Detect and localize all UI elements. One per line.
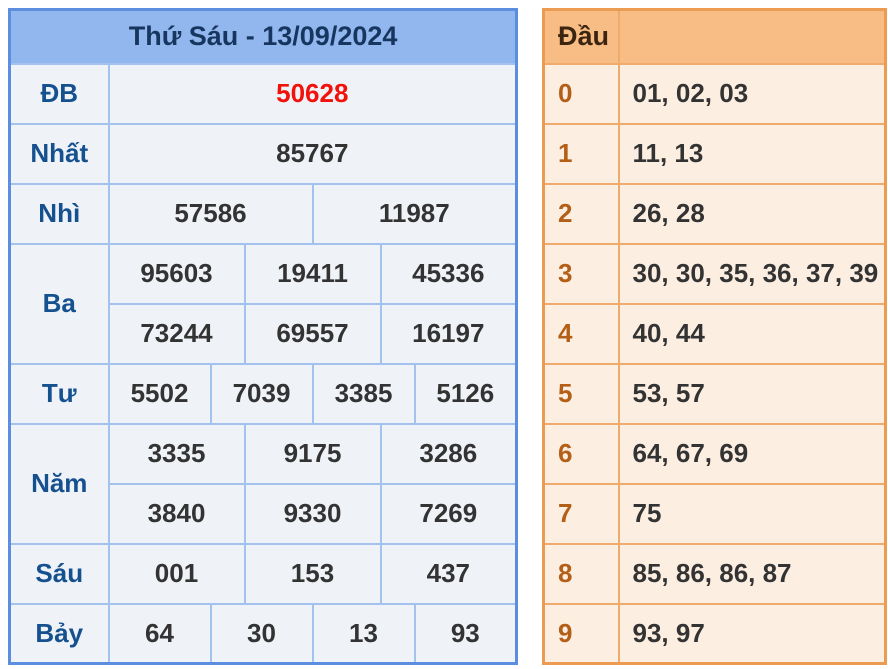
dau-numbers-1: 11, 13 bbox=[617, 122, 887, 185]
prize-value-ba-2: 19411 bbox=[243, 242, 382, 305]
dau-digit-4: 4 bbox=[542, 302, 620, 365]
dau-digit-5: 5 bbox=[542, 362, 620, 425]
prize-label-db: ĐB bbox=[8, 62, 110, 125]
prize-value-tu-3: 3385 bbox=[311, 362, 416, 425]
dau-digit-2: 2 bbox=[542, 182, 620, 245]
dau-numbers-9: 93, 97 bbox=[617, 602, 887, 665]
prize-label-nhat: Nhất bbox=[8, 122, 110, 185]
dau-digit-0: 0 bbox=[542, 62, 620, 125]
prize-label-tu: Tư bbox=[8, 362, 110, 425]
prize-value-nam-4: 3840 bbox=[107, 482, 246, 545]
prize-label-sau: Sáu bbox=[8, 542, 110, 605]
prize-label-ba: Ba bbox=[8, 242, 110, 365]
prize-value-sau-3: 437 bbox=[379, 542, 518, 605]
prize-value-bay-3: 13 bbox=[311, 602, 416, 665]
prize-value-nam-1: 3335 bbox=[107, 422, 246, 485]
prize-value-nam-3: 3286 bbox=[379, 422, 518, 485]
dau-header-label: Đầu bbox=[542, 8, 620, 65]
dau-digit-6: 6 bbox=[542, 422, 620, 485]
prize-value-ba-5: 69557 bbox=[243, 302, 382, 365]
prize-value-ba-1: 95603 bbox=[107, 242, 246, 305]
dau-numbers-5: 53, 57 bbox=[617, 362, 887, 425]
dau-digit-9: 9 bbox=[542, 602, 620, 665]
head-digit-summary-table: Đầu 0 01, 02, 03 1 11, 13 2 26, 28 3 30,… bbox=[542, 8, 887, 665]
prize-value-sau-2: 153 bbox=[243, 542, 382, 605]
dau-numbers-2: 26, 28 bbox=[617, 182, 887, 245]
prize-value-bay-2: 30 bbox=[209, 602, 314, 665]
prize-value-nhi-2: 11987 bbox=[311, 182, 518, 245]
prize-value-nam-2: 9175 bbox=[243, 422, 382, 485]
prize-value-nhi-1: 57586 bbox=[107, 182, 314, 245]
prize-value-tu-2: 7039 bbox=[209, 362, 314, 425]
prize-value-nhat: 85767 bbox=[107, 122, 518, 185]
prize-value-nam-5: 9330 bbox=[243, 482, 382, 545]
prize-value-bay-1: 64 bbox=[107, 602, 212, 665]
dau-numbers-4: 40, 44 bbox=[617, 302, 887, 365]
dau-numbers-0: 01, 02, 03 bbox=[617, 62, 887, 125]
dau-digit-7: 7 bbox=[542, 482, 620, 545]
dau-numbers-6: 64, 67, 69 bbox=[617, 422, 887, 485]
prize-value-bay-4: 93 bbox=[413, 602, 518, 665]
dau-numbers-8: 85, 86, 86, 87 bbox=[617, 542, 887, 605]
dau-numbers-7: 75 bbox=[617, 482, 887, 545]
prize-value-ba-6: 16197 bbox=[379, 302, 518, 365]
prize-value-db: 50628 bbox=[107, 62, 518, 125]
dau-header-empty bbox=[617, 8, 887, 65]
prize-value-tu-4: 5126 bbox=[413, 362, 518, 425]
prize-value-sau-1: 001 bbox=[107, 542, 246, 605]
dau-digit-1: 1 bbox=[542, 122, 620, 185]
results-date-header: Thứ Sáu - 13/09/2024 bbox=[8, 8, 518, 65]
prize-value-nam-6: 7269 bbox=[379, 482, 518, 545]
dau-digit-3: 3 bbox=[542, 242, 620, 305]
prize-label-bay: Bảy bbox=[8, 602, 110, 665]
dau-digit-8: 8 bbox=[542, 542, 620, 605]
prize-value-tu-1: 5502 bbox=[107, 362, 212, 425]
prize-value-ba-4: 73244 bbox=[107, 302, 246, 365]
prize-label-nam: Năm bbox=[8, 422, 110, 545]
prize-value-ba-3: 45336 bbox=[379, 242, 518, 305]
lottery-results-table: Thứ Sáu - 13/09/2024 ĐB 50628 Nhất 85767… bbox=[8, 8, 519, 665]
dau-numbers-3: 30, 30, 35, 36, 37, 39 bbox=[617, 242, 887, 305]
prize-label-nhi: Nhì bbox=[8, 182, 110, 245]
